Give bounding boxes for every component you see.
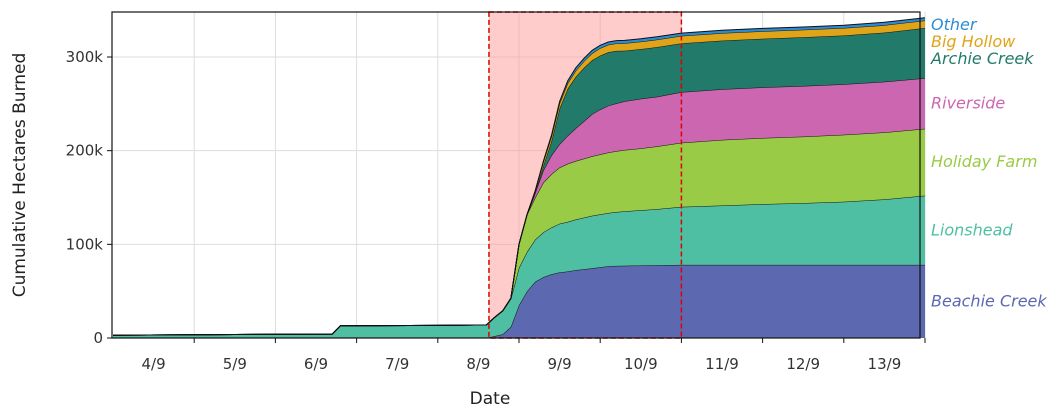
y-tick-label: 200k xyxy=(66,142,104,160)
legend-label: Other xyxy=(931,15,978,34)
legend-label: Holiday Farm xyxy=(931,152,1037,171)
legend-label: Archie Creek xyxy=(930,49,1034,68)
y-tick-label: 100k xyxy=(66,235,104,253)
area-series xyxy=(113,128,925,336)
x-tick-label: 10/9 xyxy=(624,355,658,373)
x-tick-label: 5/9 xyxy=(223,355,247,373)
x-tick-label: 11/9 xyxy=(705,355,739,373)
x-tick-label: 8/9 xyxy=(466,355,490,373)
area-series xyxy=(113,195,925,338)
y-tick-label: 0 xyxy=(93,329,103,347)
legend-label: Beachie Creek xyxy=(931,291,1047,310)
x-axis-title: Date xyxy=(470,389,511,407)
y-axis-ticks: 0 100k 200k 300k xyxy=(66,48,112,347)
y-axis-title: Cumulative Hectares Burned xyxy=(10,53,30,298)
x-tick-label: 9/9 xyxy=(548,355,572,373)
x-tick-label: 12/9 xyxy=(786,355,820,373)
x-tick-label: 13/9 xyxy=(868,355,902,373)
area-series xyxy=(113,78,925,336)
legend: Beachie Creek Lionshead Holiday Farm Rivers… xyxy=(930,15,1047,310)
x-tick-label: 7/9 xyxy=(385,355,409,373)
x-tick-label: 6/9 xyxy=(304,355,328,373)
x-axis-ticks: 4/9 5/9 6/9 7/9 8/9 9/9 10/9 11/9 12/9 13/9 xyxy=(142,338,926,373)
legend-label: Riverside xyxy=(931,93,1005,112)
y-tick-label: 300k xyxy=(66,48,104,66)
area-series xyxy=(113,28,925,336)
plot-frame xyxy=(111,11,921,339)
area-series-edge xyxy=(112,17,926,336)
area-series-group xyxy=(112,17,926,339)
legend-label: Lionshead xyxy=(931,220,1013,239)
x-tick-label: 4/9 xyxy=(142,355,166,373)
area-series xyxy=(113,264,925,338)
legend-label: Big Hollow xyxy=(931,32,1016,51)
